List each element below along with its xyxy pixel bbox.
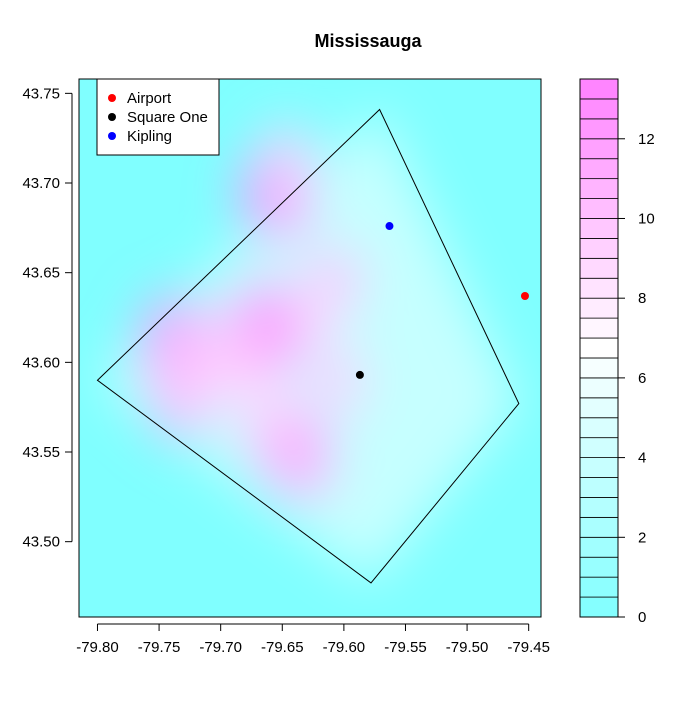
colorbar-band bbox=[579, 277, 619, 299]
colorbar-band bbox=[579, 497, 619, 518]
point-square-one bbox=[355, 370, 364, 379]
colorbar-band bbox=[579, 596, 619, 618]
colorbar-tick-label: 10 bbox=[638, 210, 655, 227]
colorbar-band bbox=[579, 357, 619, 379]
colorbar-tick-label: 6 bbox=[638, 370, 646, 387]
legend-marker-kipling bbox=[108, 132, 116, 140]
colorbar-band bbox=[579, 317, 619, 339]
colorbar-band bbox=[579, 576, 619, 598]
legend-marker-airport bbox=[108, 94, 116, 102]
legend-marker-square-one bbox=[108, 113, 116, 121]
y-tick-label: 43.60 bbox=[22, 354, 60, 371]
colorbar-band bbox=[579, 118, 619, 140]
point-airport bbox=[520, 291, 529, 300]
y-tick-label: 43.70 bbox=[22, 175, 60, 192]
colorbar-band bbox=[579, 437, 619, 458]
x-tick-label: -79.45 bbox=[507, 639, 550, 656]
colorbar-tick-label: 4 bbox=[638, 450, 646, 467]
x-tick-label: -79.80 bbox=[76, 639, 119, 656]
heat-hotspot bbox=[268, 413, 334, 502]
colorbar-band bbox=[579, 417, 619, 439]
legend-box bbox=[96, 78, 220, 156]
location-points bbox=[355, 222, 529, 379]
legend: Airport Square One Kipling bbox=[96, 78, 220, 156]
heat-hotspot bbox=[240, 367, 287, 429]
chart-title: Mississauga bbox=[314, 31, 422, 51]
x-tick-label: -79.55 bbox=[384, 639, 427, 656]
colorbar-band bbox=[579, 257, 619, 279]
colorbar-band bbox=[579, 178, 619, 199]
colorbar-band bbox=[579, 198, 619, 219]
city-boundary bbox=[96, 108, 520, 584]
colorbar-band bbox=[579, 98, 619, 120]
y-tick-label: 43.50 bbox=[22, 534, 60, 551]
y-axis: 43.50 43.55 43.60 43.65 43.70 43.75 bbox=[22, 85, 73, 551]
colorbar-band bbox=[579, 556, 619, 578]
colorbar-band bbox=[579, 158, 619, 180]
x-tick-label: -79.75 bbox=[138, 639, 181, 656]
x-tick-label: -79.50 bbox=[446, 639, 489, 656]
colorbar-frame bbox=[579, 78, 619, 618]
heat-hotspot bbox=[190, 338, 239, 405]
colorbar-tick-label: 0 bbox=[638, 609, 646, 626]
plot-area bbox=[79, 79, 541, 617]
y-tick-label: 43.65 bbox=[22, 265, 60, 282]
x-tick-label: -79.60 bbox=[323, 639, 366, 656]
colorbar-band bbox=[579, 377, 619, 399]
colorbar-band bbox=[579, 457, 619, 478]
legend-label-kipling: Kipling bbox=[127, 128, 172, 145]
colorbar-tick-label: 12 bbox=[638, 131, 655, 148]
heatmap-surface bbox=[97, 109, 519, 583]
legend-label-airport: Airport bbox=[127, 90, 172, 107]
colorbar-band bbox=[579, 78, 619, 100]
y-tick-label: 43.75 bbox=[22, 85, 60, 102]
point-kipling bbox=[385, 222, 394, 231]
x-tick-label: -79.65 bbox=[261, 639, 304, 656]
colorbar-band bbox=[579, 337, 619, 359]
colorbar-band bbox=[579, 138, 619, 160]
colorbar-band bbox=[579, 297, 619, 319]
x-axis: -79.80 -79.75 -79.70 -79.65 -79.60 -79.55 -79.… bbox=[76, 623, 550, 656]
colorbar-band bbox=[579, 397, 619, 419]
colorbar-band bbox=[579, 477, 619, 498]
colorbar-tick-label: 2 bbox=[638, 529, 646, 546]
heat-hotspot bbox=[311, 345, 364, 416]
y-tick-label: 43.55 bbox=[22, 444, 60, 461]
legend-label-square-one: Square One bbox=[127, 109, 208, 126]
colorbar-band bbox=[579, 536, 619, 558]
colorbar: 0 2 4 6 8 10 12 bbox=[579, 78, 655, 626]
colorbar-band bbox=[579, 238, 619, 259]
heat-hotspot bbox=[264, 123, 313, 190]
colorbar-tick-label: 8 bbox=[638, 290, 646, 307]
colorbar-band bbox=[579, 516, 619, 538]
plot-frame bbox=[78, 78, 542, 618]
x-tick-label: -79.70 bbox=[199, 639, 242, 656]
colorbar-band bbox=[579, 218, 619, 239]
